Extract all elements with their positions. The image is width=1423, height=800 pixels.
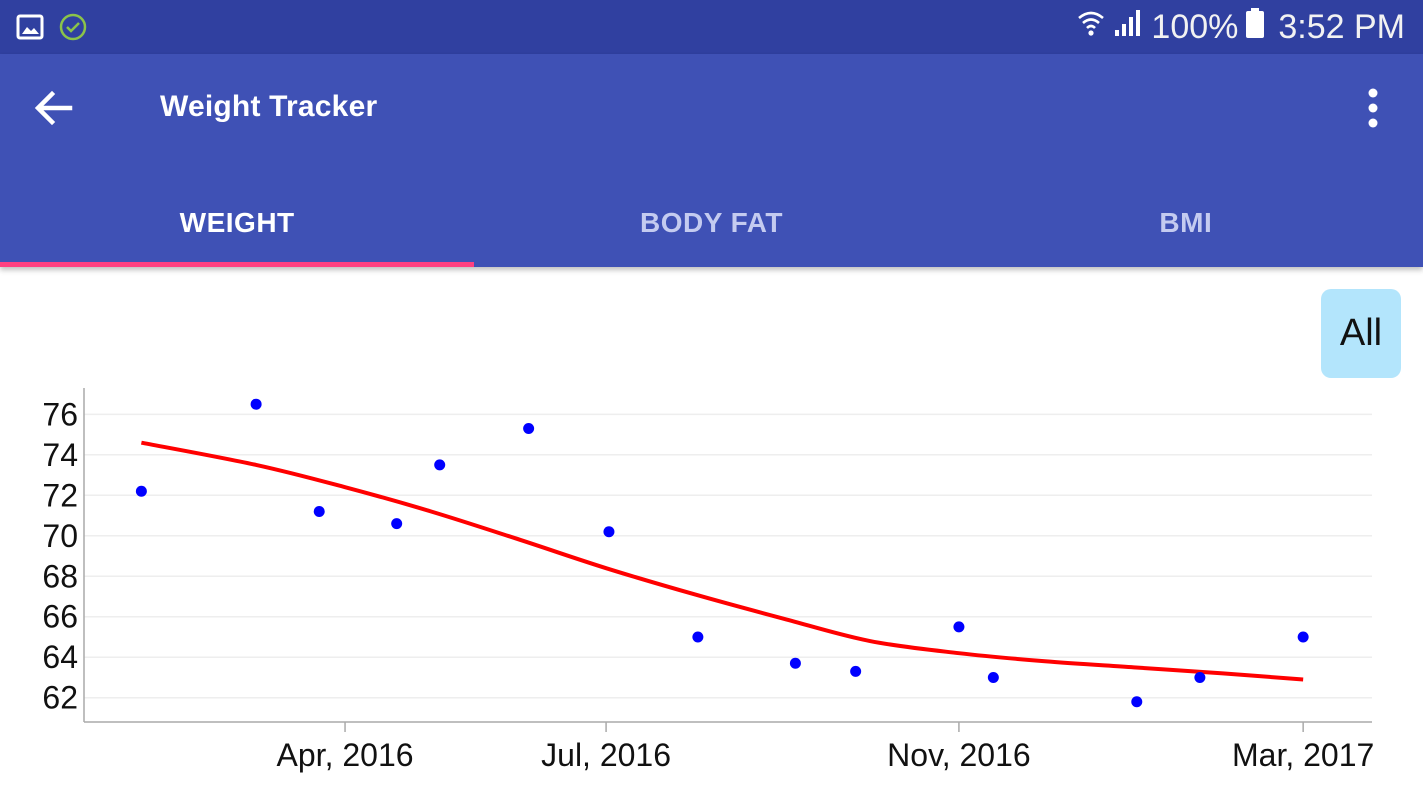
y-tick-label: 72 (42, 477, 78, 513)
data-point (692, 631, 704, 643)
y-tick-label: 62 (42, 680, 78, 716)
tab-indicator (0, 262, 475, 267)
data-point (603, 526, 615, 538)
wifi-icon (1077, 8, 1105, 47)
tab-label: BMI (1159, 207, 1213, 238)
tab-bmi[interactable]: BMI (949, 185, 1423, 267)
tab-body-fat[interactable]: BODY FAT (474, 185, 948, 267)
data-point (987, 671, 999, 683)
y-tick-label: 64 (42, 639, 78, 675)
data-point (250, 398, 262, 410)
overflow-menu-button[interactable] (1347, 84, 1399, 136)
x-tick-label: Mar, 2017 (1232, 737, 1374, 773)
tab-weight[interactable]: WEIGHT (0, 185, 475, 267)
x-tick-label: Apr, 2016 (277, 737, 414, 773)
check-circle-icon (58, 12, 88, 47)
status-left-icons (16, 12, 88, 47)
status-right: 100% 3:52 PM (1077, 7, 1405, 47)
x-tick-label: Jul, 2016 (541, 737, 671, 773)
more-vert-icon (1367, 88, 1379, 133)
y-tick-label: 74 (42, 437, 78, 473)
battery-icon (1246, 7, 1265, 47)
app-bar: Weight Tracker WEIGHT BODY FAT BMI (0, 54, 1423, 267)
data-point (434, 459, 446, 471)
tab-label: WEIGHT (179, 207, 295, 238)
y-tick-label: 68 (42, 558, 78, 594)
tab-label: BODY FAT (640, 207, 783, 238)
data-point (313, 505, 325, 517)
y-tick-label: 66 (42, 599, 78, 635)
data-point (1131, 696, 1143, 708)
signal-icon (1113, 8, 1143, 47)
app-title: Weight Tracker (160, 90, 378, 123)
battery-percent: 100% (1151, 7, 1239, 46)
data-point (523, 422, 535, 434)
arrow-back-icon (34, 88, 74, 133)
data-point (850, 665, 862, 677)
range-all-button[interactable]: All (1321, 289, 1401, 378)
data-point (1194, 671, 1206, 683)
x-tick-label: Nov, 2016 (887, 737, 1031, 773)
trend-line (140, 440, 1304, 682)
data-point (1297, 631, 1309, 643)
y-tick-label: 76 (42, 396, 78, 432)
clock: 3:52 PM (1278, 7, 1405, 46)
data-point (789, 657, 801, 669)
data-point (391, 518, 403, 530)
back-button[interactable] (28, 84, 80, 136)
image-icon (16, 13, 44, 46)
status-bar: 100% 3:52 PM (0, 0, 1423, 54)
tab-bar: WEIGHT BODY FAT BMI (0, 185, 1423, 267)
y-tick-label: 70 (42, 518, 78, 554)
data-point (953, 621, 965, 633)
data-point (135, 485, 147, 497)
